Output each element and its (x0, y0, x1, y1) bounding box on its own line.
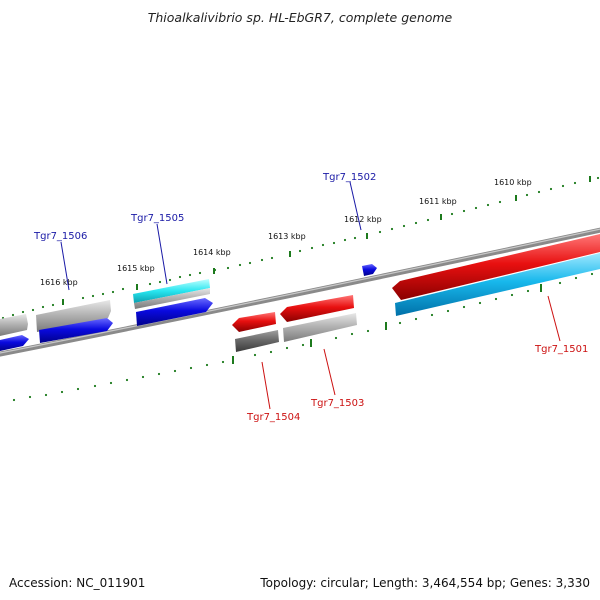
accession-text: Accession: NC_011901 (9, 576, 145, 590)
tick-label-1610: 1610 kbp (494, 178, 532, 187)
gene-label-tgr7-1505[interactable]: Tgr7_1505 (130, 213, 184, 224)
gene-gray-below-1505[interactable] (134, 288, 210, 309)
gene-tgr7-1503[interactable] (283, 313, 357, 342)
backbone-highlight (0, 228, 600, 354)
gene-label-tgr7-1503[interactable]: Tgr7_1503 (310, 398, 364, 409)
gene-tgr7-1502[interactable] (362, 264, 377, 276)
gene-tgr7-1501[interactable] (395, 253, 600, 316)
gene-gray-left-top[interactable] (0, 314, 28, 336)
genome-backbone (0, 227, 600, 357)
gene-tgr7-1505[interactable] (133, 279, 210, 303)
leader-tgr7-1504 (261, 361, 271, 410)
gene-tgr7-1504[interactable] (235, 330, 279, 352)
tick-label-1611: 1611 kbp (419, 197, 457, 206)
leader-tgr7-1505 (156, 223, 168, 285)
tick-label-1612: 1612 kbp (344, 215, 382, 224)
gene-label-tgr7-1504[interactable]: Tgr7_1504 (246, 412, 300, 423)
gene-label-tgr7-1502[interactable]: Tgr7_1502 (322, 172, 376, 183)
tick-label-1616: 1616 kbp (40, 278, 78, 287)
gene-blue-1505b[interactable] (136, 298, 213, 326)
gene-blue-left[interactable] (0, 335, 29, 351)
genome-stats-text: Topology: circular; Length: 3,464,554 bp… (259, 576, 590, 590)
leader-tgr7-1506 (60, 241, 70, 291)
gene-tgr7-1504-red[interactable] (232, 312, 276, 332)
leader-tgr7-1503 (323, 348, 336, 396)
leader-tgr7-1502 (349, 181, 362, 231)
gene-label-tgr7-1506[interactable]: Tgr7_1506 (33, 231, 87, 242)
inner-scale (12, 272, 594, 402)
tick-label-1613: 1613 kbp (268, 232, 306, 241)
tick-label-1615: 1615 kbp (117, 264, 155, 273)
leader-tgr7-1501 (547, 295, 561, 342)
tick-label-1614: 1614 kbp (193, 248, 231, 257)
gene-label-tgr7-1501[interactable]: Tgr7_1501 (534, 344, 588, 355)
gene-red-1501[interactable] (392, 234, 600, 300)
gene-gray-1507[interactable] (36, 300, 111, 332)
page-title: Thioalkalivibrio sp. HL-EbGR7, complete … (148, 10, 453, 25)
gene-tgr7-1506[interactable] (39, 318, 113, 343)
outer-scale (1, 176, 600, 320)
gene-tgr7-1503-red[interactable] (280, 295, 354, 322)
